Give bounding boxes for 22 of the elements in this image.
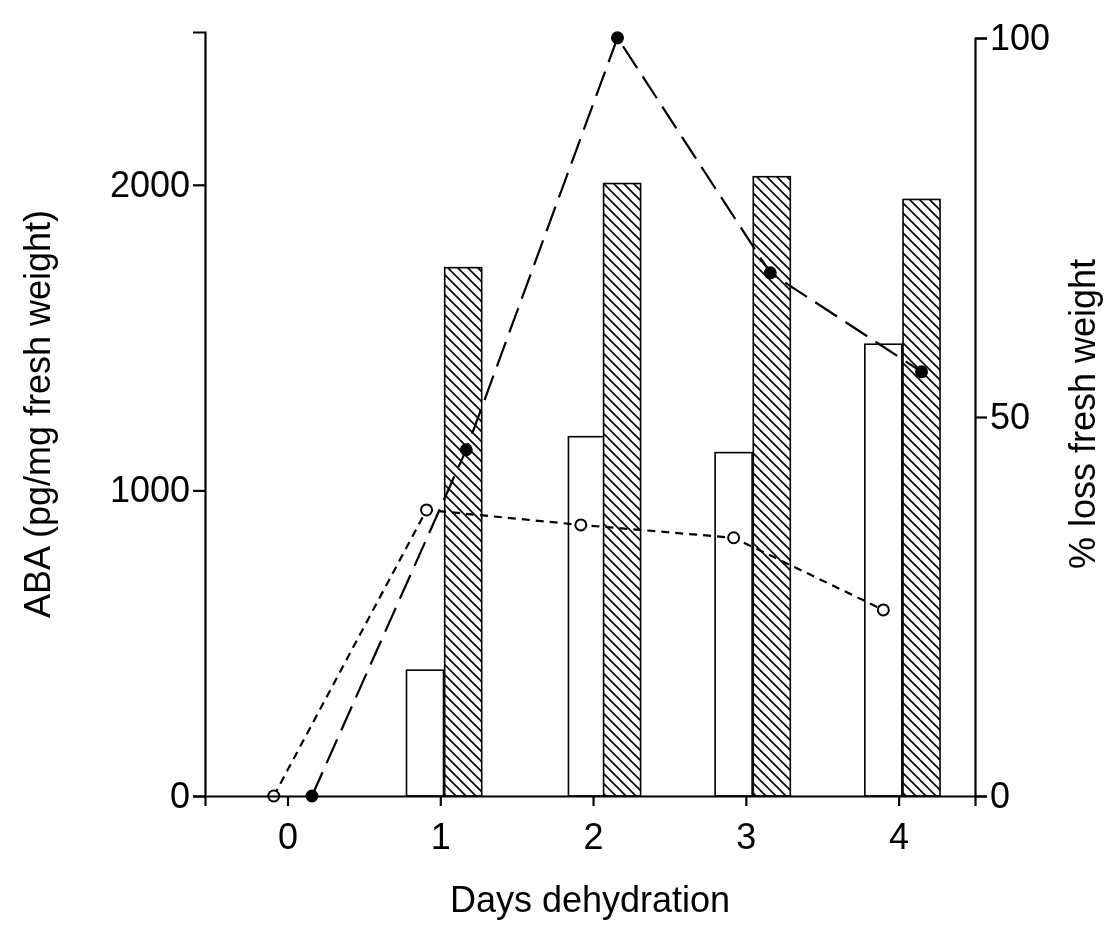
y-tick-label: 1000 [109,469,190,511]
point [574,518,588,532]
x-tick-label: 4 [889,815,910,857]
y-tick-label: 2000 [109,163,190,205]
y2-axis-title: % loss fresh weight [1062,258,1103,570]
x-tick-label: 1 [430,815,451,857]
point [420,503,434,517]
y2-tick-label: 50 [990,396,1031,438]
point [611,31,624,45]
x-tick-label: 3 [736,815,757,857]
point [727,531,741,545]
x-tick-label: 0 [277,815,299,857]
x-tick-label: 2 [583,815,604,857]
point [915,365,929,379]
y2-tick-label: 100 [990,17,1051,59]
y2-tick-label: 0 [990,775,1011,817]
x-axis-title: Days dehydration [449,879,731,920]
y-tick-label: 0 [169,775,190,817]
y-axis-title: ABA (pg/mg fresh weight) [17,209,58,619]
point [459,443,473,457]
point [876,603,890,617]
point [763,266,777,280]
